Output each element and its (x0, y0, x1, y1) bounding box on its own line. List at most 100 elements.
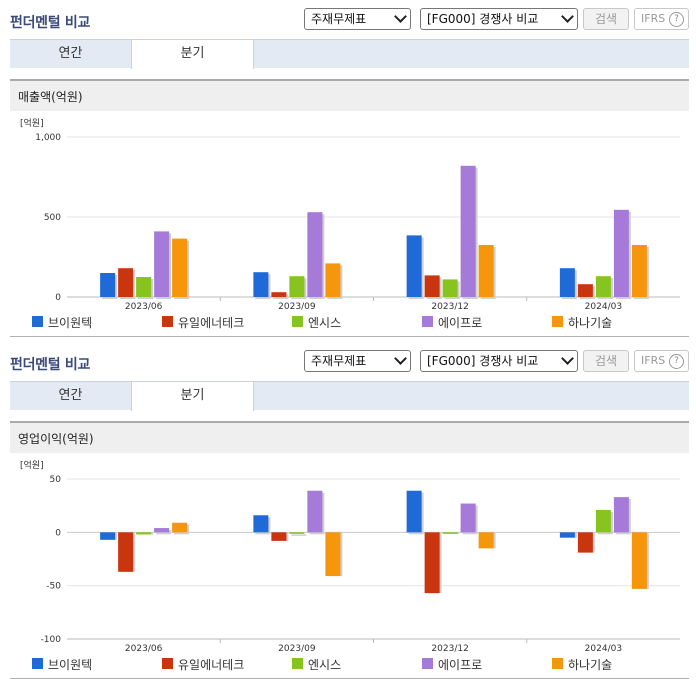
bar (577, 284, 593, 297)
bar (118, 532, 134, 572)
legend-swatch (422, 316, 433, 327)
bar (100, 273, 116, 297)
bar (118, 268, 134, 297)
ifrs-button[interactable]: IFRS ? (634, 8, 689, 30)
ifrs-label: IFRS (641, 354, 666, 367)
help-icon: ? (669, 12, 684, 27)
chevron-down-icon (394, 352, 407, 365)
statement-select[interactable]: 주재무제표 (304, 350, 411, 372)
x-tick-label: 2023/06 (125, 302, 163, 310)
y-tick-label: 50 (50, 475, 62, 485)
legend-swatch (292, 316, 303, 327)
y-tick-label: 0 (55, 293, 61, 303)
bar (289, 276, 305, 297)
bar (289, 532, 305, 534)
period-tabs: 연간 분기 (10, 39, 689, 69)
period-tabs: 연간 분기 (10, 381, 689, 411)
legend-swatch (552, 658, 563, 669)
statement-select-value: 주재무제표 (311, 354, 367, 368)
bar (154, 231, 170, 297)
bar (154, 528, 170, 533)
chevron-down-icon (561, 10, 574, 23)
statement-select-value: 주재무제표 (311, 12, 367, 26)
tab-annual[interactable]: 연간 (58, 388, 83, 403)
bar (172, 238, 188, 297)
bar (595, 509, 611, 533)
compare-select-value: [FG000] 경쟁사 비교 (427, 12, 539, 26)
legend-label: 브이원텍 (48, 658, 93, 672)
x-tick-label: 2023/12 (431, 302, 468, 310)
legend-label: 엔시스 (308, 316, 342, 330)
y-tick-label: -100 (41, 635, 62, 645)
bar (559, 268, 575, 297)
x-tick-label: 2024/03 (585, 644, 622, 652)
legend-label: 하나기술 (568, 316, 613, 330)
bar (442, 279, 458, 297)
bar (271, 532, 287, 541)
search-button[interactable]: 검색 (583, 8, 629, 30)
bar (253, 272, 269, 297)
bar (172, 522, 188, 533)
panel-divider (10, 678, 689, 679)
x-tick-label: 2023/12 (431, 644, 468, 652)
y-unit-label: [억원] (20, 117, 44, 129)
bar (460, 503, 476, 533)
tab-quarterly[interactable]: 분기 (131, 382, 254, 411)
legend-label: 브이원텍 (48, 316, 93, 330)
compare-select[interactable]: [FG000] 경쟁사 비교 (420, 350, 578, 372)
y-tick-label: 0 (55, 528, 61, 538)
fundamental-panel-revenue: 펀더멘털 비교 주재무제표 [FG000] 경쟁사 비교 검색 IFRS ? 연… (0, 0, 696, 342)
legend-label: 하나기술 (568, 658, 613, 672)
legend-label: 유일에너테크 (178, 658, 245, 672)
panel-title: 펀더멘털 비교 (10, 357, 91, 373)
legend-label: 유일에너테크 (178, 316, 245, 330)
metric-label: 영업이익(억원) (18, 432, 94, 446)
fundamental-panel-operating-profit: 펀더멘털 비교 주재무제표 [FG000] 경쟁사 비교 검색 IFRS ? 연… (0, 342, 696, 684)
bar (460, 165, 476, 297)
operating-profit-chart-legend: 브이원텍 유일에너테크 엔시스 에이프로 하나기술 (0, 655, 696, 673)
bar (631, 532, 647, 589)
y-tick-label: 500 (44, 213, 61, 223)
ifrs-button[interactable]: IFRS ? (634, 350, 689, 372)
panel-divider (10, 336, 689, 337)
revenue-chart-area: [억원] 0 500 1,000 2023/06 2023/09 2023/12 2024/0… (0, 110, 696, 342)
x-tick-label: 2023/09 (278, 302, 316, 310)
operating-profit-chart: [억원] -100 -50 0 50 2023/06 2023/09 2023/12 2024/… (20, 459, 680, 652)
compare-select[interactable]: [FG000] 경쟁사 비교 (420, 8, 578, 30)
y-tick-label: 1,000 (35, 133, 61, 143)
statement-select[interactable]: 주재무제표 (304, 8, 411, 30)
bar (406, 490, 422, 533)
tab-annual[interactable]: 연간 (58, 46, 83, 61)
bar (595, 276, 611, 297)
x-tick-label: 2023/09 (278, 644, 316, 652)
x-tick-label: 2023/06 (125, 644, 163, 652)
bar (271, 292, 287, 297)
tab-quarterly[interactable]: 분기 (131, 40, 254, 69)
bar (325, 532, 341, 577)
revenue-chart-legend: 브이원텍 유일에너테크 엔시스 에이프로 하나기술 (0, 313, 696, 331)
legend-swatch (422, 658, 433, 669)
metric-header: 매출액(억원) (10, 79, 689, 111)
legend-label: 에이프로 (438, 316, 483, 330)
x-tick-label: 2024/03 (585, 302, 622, 310)
legend-swatch (552, 316, 563, 327)
metric-label: 매출액(억원) (18, 90, 83, 104)
legend-swatch (162, 658, 173, 669)
bar-shadow (291, 534, 307, 536)
bar (307, 212, 323, 297)
search-button[interactable]: 검색 (583, 350, 629, 372)
bar (631, 245, 647, 297)
chevron-down-icon (394, 10, 407, 23)
panel-header: 펀더멘털 비교 주재무제표 [FG000] 경쟁사 비교 검색 IFRS ? (0, 0, 696, 40)
bar (100, 532, 116, 540)
y-tick-label: -50 (46, 582, 61, 592)
bar (424, 532, 440, 594)
bar (478, 245, 494, 297)
help-icon: ? (669, 354, 684, 369)
bar (406, 235, 422, 297)
bar (424, 275, 440, 297)
bar (577, 532, 593, 553)
legend-swatch (292, 658, 303, 669)
bar (136, 277, 152, 297)
bar (478, 532, 494, 549)
